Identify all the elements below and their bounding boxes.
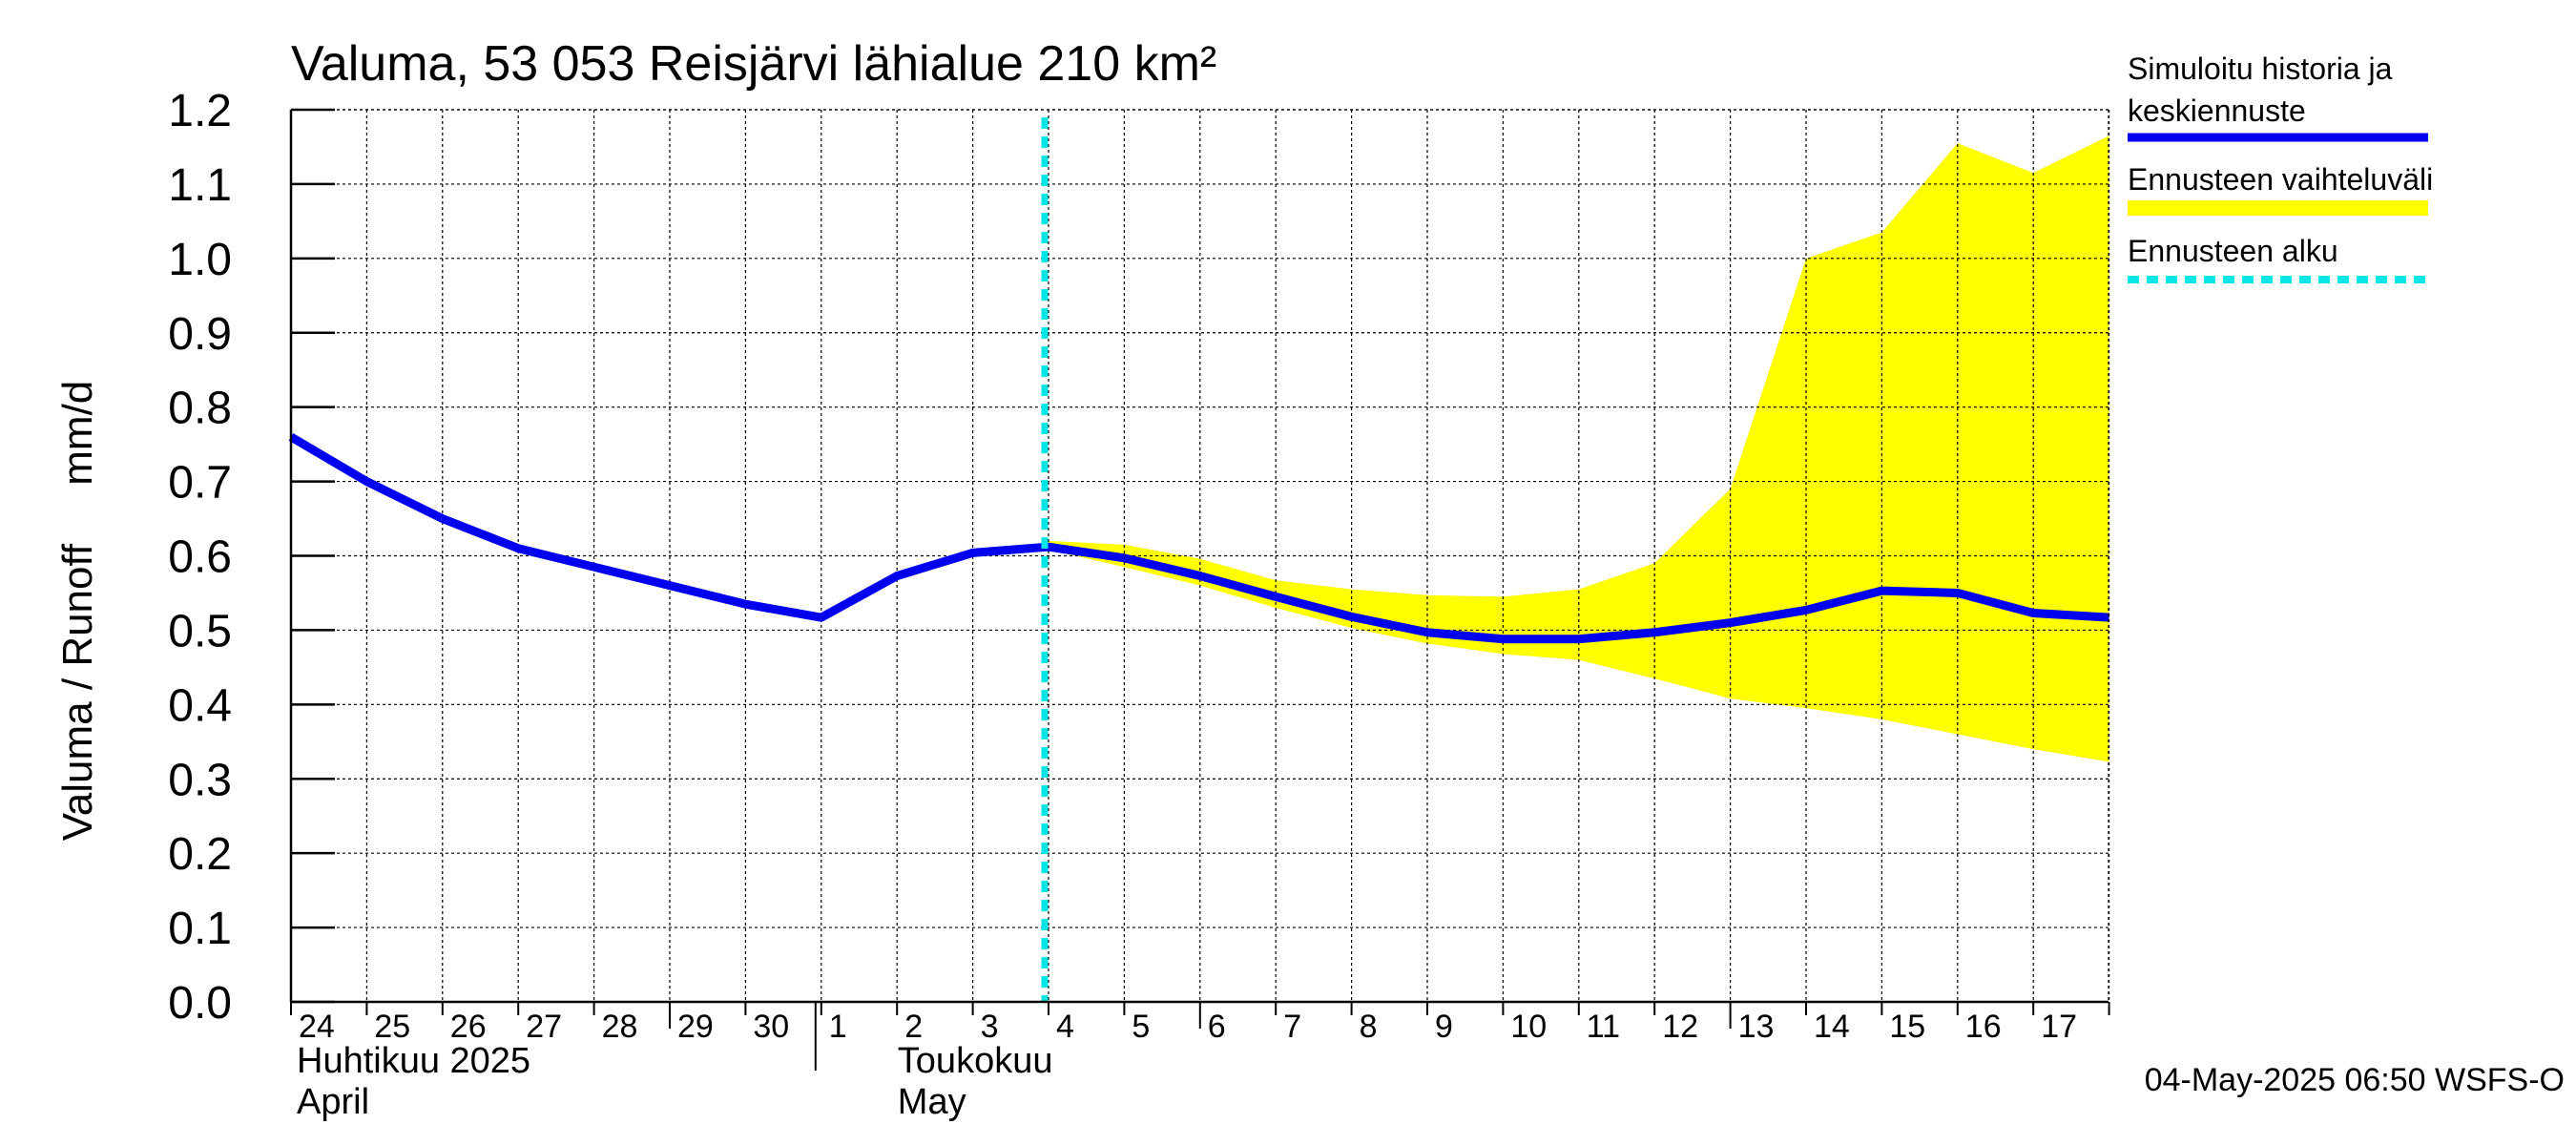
x-day-label: 16 [1965,1009,2002,1045]
x-day-label: 10 [1510,1009,1547,1045]
y-tick-label: 0.7 [168,458,232,509]
legend-label-mean: Simuloitu historia ja [2128,52,2393,86]
y-tick-label: 0.8 [168,384,232,434]
y-tick-label: 0.0 [168,978,232,1029]
y-tick-label: 0.3 [168,755,232,805]
timestamp-footer: 04-May-2025 06:50 WSFS-O [2145,1062,2565,1098]
x-day-label: 25 [374,1009,410,1045]
x-day-label: 13 [1738,1009,1775,1045]
y-tick-label: 0.1 [168,904,232,954]
x-day-label: 9 [1435,1009,1453,1045]
x-day-label: 17 [2041,1009,2077,1045]
series-layer [288,117,2109,1002]
x-day-label: 28 [602,1009,638,1045]
mean-runoff-line [288,432,2109,644]
y-tick-label: 0.6 [168,532,232,583]
axes-layer [289,108,2110,1071]
y-tick-label: 0.5 [168,606,232,656]
y-tick-label: 0.4 [168,680,232,731]
tick-label-layer: 0.0 0.1 0.2 0.3 0.4 0.5 0.6 0.7 0.8 0.9 1.0 1.1 1.2 2… [168,86,2077,1122]
y-tick-label: 0.2 [168,829,232,880]
chart-title: Valuma, 53 053 Reisjärvi lähialue 210 km… [291,36,1216,92]
x-day-label: 1 [829,1009,847,1045]
x-day-label: 2 [904,1009,923,1045]
x-day-label: 30 [753,1009,789,1045]
x-day-label: 14 [1814,1009,1850,1045]
legend-label-range: Ennusteen vaihteluväli [2128,162,2433,197]
x-day-label: 4 [1056,1009,1074,1045]
x-day-label: 26 [450,1009,487,1045]
x-day-label: 5 [1132,1009,1150,1045]
y-tick-label: 1.0 [168,235,232,285]
month-label-en: April [297,1082,369,1122]
x-day-label: 15 [1889,1009,1925,1045]
x-day-label: 8 [1360,1009,1378,1045]
x-day-label: 3 [981,1009,999,1045]
x-day-label: 6 [1208,1009,1226,1045]
month-label-fi: Huhtikuu 2025 [297,1041,530,1081]
legend-label-forecast-start: Ennusteen alku [2128,234,2338,268]
legend-label-mean-cont: keskiennuste [2128,94,2306,128]
y-tick-label: 1.2 [168,86,232,136]
y-axis-label: Valuma / Runoff mm/d [54,381,101,842]
x-day-label: 12 [1662,1009,1698,1045]
x-day-label: 11 [1587,1009,1620,1045]
month-label-en: May [898,1082,966,1122]
x-day-label: 27 [526,1009,562,1045]
y-tick-label: 0.9 [168,309,232,360]
x-day-label: 29 [677,1009,714,1045]
y-tick-label: 1.1 [168,160,232,211]
x-day-label: 24 [299,1009,335,1045]
legend: Simuloitu historia ja keskiennuste Ennuste… [2128,52,2433,283]
month-label-fi: Toukokuu [898,1041,1053,1081]
x-day-label: 7 [1283,1009,1301,1045]
